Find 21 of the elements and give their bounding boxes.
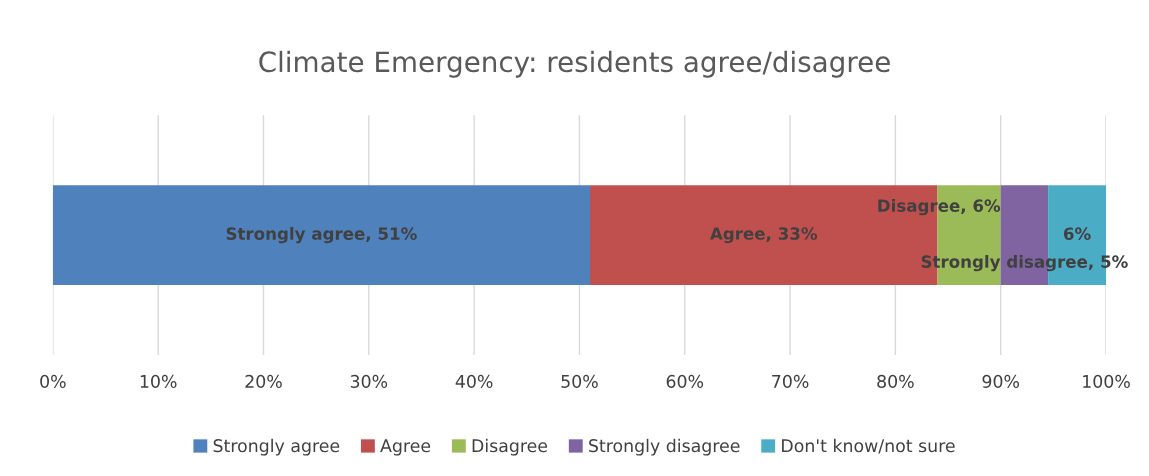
x-tick-label: 10% [140,374,177,388]
data-label: Agree, 33% [709,227,818,244]
legend-label: Disagree [472,438,548,456]
x-tick-label: 90% [982,374,1020,388]
legend-label: Strongly agree [213,438,340,456]
x-tick-label: 60% [666,374,704,388]
x-tick-label: 30% [350,374,388,388]
x-tick-label: 20% [245,374,282,388]
legend-label: Don't know/not sure [782,438,955,454]
x-tick-label: 100% [1083,374,1130,388]
legend-label: Strongly disagree [589,438,740,456]
bar [52,185,590,286]
x-tick-label: 0% [40,374,66,388]
x-tick-label: 70% [772,374,809,388]
legend-label: Agree [380,439,431,456]
data-label: 6% [1063,227,1091,240]
x-tick-label: 50% [561,374,598,388]
x-tick-label: 40% [455,374,493,388]
data-label: Strongly agree, 51% [226,227,417,244]
x-tick-label: 80% [877,374,914,388]
chart-title: Climate Emergency: residents agree/disagree [259,50,890,78]
